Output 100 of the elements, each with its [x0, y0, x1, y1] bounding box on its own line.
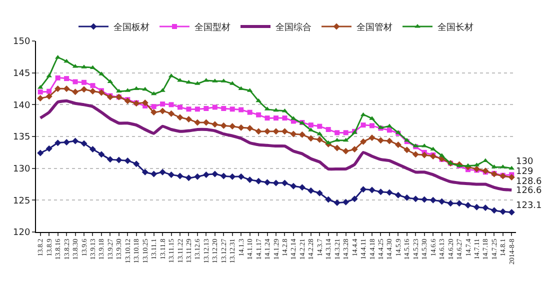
point: [298, 184, 306, 191]
line-series: [38, 99, 514, 192]
point: [256, 112, 262, 118]
point: [98, 151, 105, 158]
point: [281, 180, 288, 186]
point: [404, 194, 410, 201]
point: [185, 174, 192, 182]
point: [334, 144, 340, 152]
point: [194, 119, 201, 126]
point: [186, 106, 192, 112]
point: [386, 138, 393, 144]
point: [360, 138, 367, 145]
point: [281, 128, 288, 135]
point: [334, 199, 340, 206]
point: [308, 135, 314, 142]
point: [176, 114, 184, 121]
point: [202, 119, 210, 126]
point: [274, 116, 278, 121]
y-tick-label: 145: [13, 68, 30, 79]
point: [456, 200, 463, 207]
point: [178, 104, 182, 110]
annotation: 128.6: [516, 177, 542, 187]
point: [308, 122, 314, 128]
point: [264, 179, 271, 186]
point: [238, 173, 244, 180]
point: [386, 124, 392, 128]
point: [133, 160, 140, 168]
point: [325, 196, 332, 203]
point: [412, 196, 419, 202]
point: [404, 146, 410, 154]
point: [351, 146, 358, 152]
point: [256, 98, 262, 102]
point: [394, 192, 402, 198]
point: [64, 58, 70, 63]
point: [54, 140, 62, 146]
point: [465, 163, 471, 168]
point: [404, 138, 410, 142]
point: [447, 200, 454, 207]
point: [386, 128, 392, 133]
point: [264, 128, 271, 135]
point: [464, 202, 472, 209]
point: [230, 106, 235, 112]
point: [221, 106, 226, 111]
point: [421, 196, 428, 203]
point: [159, 108, 166, 114]
point: [63, 138, 70, 146]
point: [194, 173, 201, 180]
point: [368, 186, 376, 194]
point: [150, 109, 158, 116]
point: [298, 131, 306, 138]
point: [212, 170, 218, 178]
point: [229, 173, 236, 180]
point: [159, 168, 166, 176]
point: [89, 88, 96, 95]
point: [168, 102, 174, 108]
point: [142, 100, 148, 106]
point: [194, 106, 200, 112]
point: [212, 104, 218, 110]
point: [89, 146, 96, 152]
point: [116, 88, 122, 93]
legend-label: 全国型材: [194, 22, 230, 34]
y-tick-label: 125: [13, 196, 30, 206]
point: [386, 189, 393, 196]
point: [326, 127, 331, 132]
point: [430, 196, 436, 204]
point: [202, 171, 210, 178]
point: [168, 171, 175, 178]
point: [334, 138, 340, 142]
point: [255, 128, 262, 135]
point: [351, 196, 358, 202]
point: [246, 124, 254, 132]
point: [72, 88, 79, 96]
point: [272, 180, 280, 186]
point: [116, 156, 122, 164]
legend-label: 全国综合: [276, 22, 312, 34]
point: [377, 137, 384, 144]
point: [46, 145, 52, 152]
point: [38, 89, 43, 94]
y-tick-label: 150: [13, 37, 30, 48]
point: [246, 176, 254, 184]
point: [377, 188, 384, 196]
legend-label: 全国管材: [356, 22, 392, 34]
point: [500, 208, 506, 215]
point: [54, 86, 62, 92]
y-tick-label: 135: [13, 132, 30, 143]
point: [37, 95, 44, 102]
point: [46, 93, 52, 100]
point: [273, 108, 279, 112]
point: [124, 157, 131, 164]
point: [72, 79, 78, 84]
point: [508, 209, 515, 216]
point: [90, 83, 96, 88]
annotation: 126.6: [516, 186, 542, 196]
point: [247, 110, 252, 115]
y-tick-label: 140: [13, 100, 30, 111]
point: [290, 130, 297, 138]
point: [473, 204, 480, 210]
point: [490, 207, 498, 214]
point: [255, 178, 262, 184]
annotation: 123.1: [516, 201, 542, 211]
